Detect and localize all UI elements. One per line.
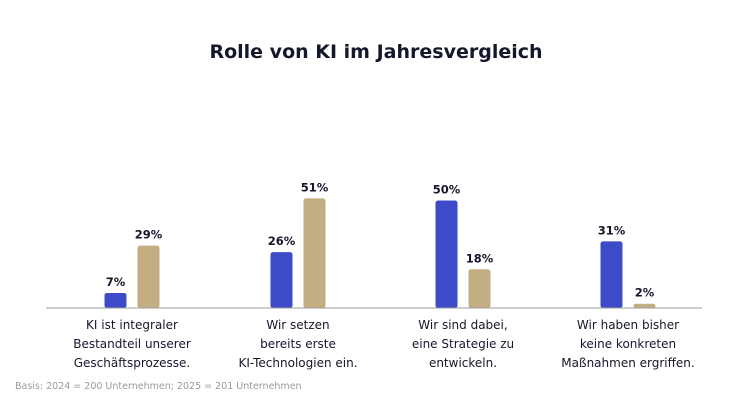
bar-2025-cat2 [303,198,326,308]
category-label-2-line3: KI-Technologien ein. [238,356,357,370]
value-label-2025-cat3: 18% [466,251,494,265]
bar-2024-cat1 [104,292,127,308]
bar-2025-cat4 [633,303,656,308]
value-label-2024-cat3: 50% [433,183,461,197]
category-label-3-line3: entwickeln. [429,356,497,370]
category-label-3-line1: Wir sind dabei, [418,318,507,332]
chart-title: Rolle von KI im Jahresvergleich [209,41,542,63]
value-label-2024-cat1: 7% [106,275,126,289]
bar-2025-cat1 [137,245,160,308]
category-label-4-line3: Maßnahmen ergriffen. [561,356,694,370]
value-label-2024-cat2: 26% [268,234,296,248]
value-label-2024-cat4: 31% [598,223,626,237]
category-label-4-line2: keine konkreten [580,337,676,351]
footnote: Basis: 2024 = 200 Unternehmen; 2025 = 20… [15,381,302,392]
category-label-3-line2: eine Strategie zu [412,337,514,351]
category-label-4-line1: Wir haben bisher [577,318,679,332]
category-labels: KI ist integraler Bestandteil unserer Gesc… [73,318,694,370]
bar-2025-cat3 [468,269,491,308]
bar-2024-cat2 [270,252,293,308]
bar-2024-cat3 [435,200,458,308]
value-label-2025-cat1: 29% [135,228,163,242]
category-label-1-line3: Geschäftsprozesse. [74,356,190,370]
bar-2024-cat4 [600,241,623,308]
category-label-2-line2: bereits erste [260,337,336,351]
category-label-2-line1: Wir setzen [266,318,329,332]
value-label-2025-cat2: 51% [301,180,329,194]
category-label-1-line2: Bestandteil unserer [73,337,191,351]
value-label-2025-cat4: 2% [635,286,655,300]
category-label-1-line1: KI ist integraler [86,318,178,332]
bars-group: 7% 29% 26% 51% 50% 18% 31% 2% [104,180,656,308]
